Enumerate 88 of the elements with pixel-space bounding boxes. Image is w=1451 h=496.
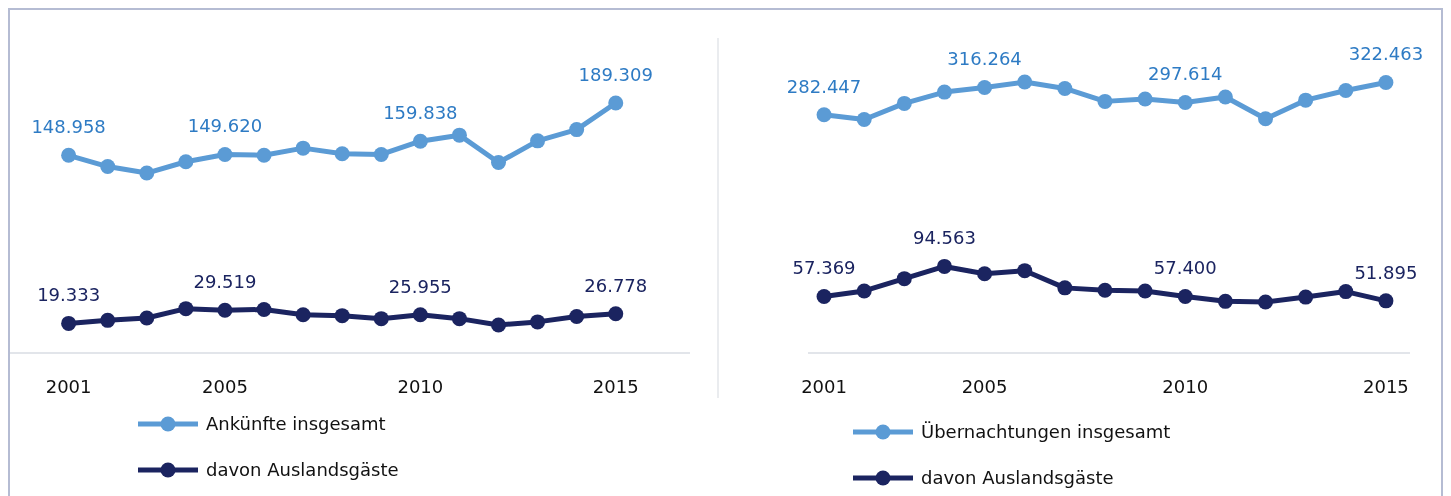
point <box>100 159 116 175</box>
data-label: 282.447 <box>786 75 862 97</box>
point <box>569 308 585 324</box>
point <box>256 147 272 163</box>
point <box>936 258 952 274</box>
data-label: 148.958 <box>31 116 106 138</box>
point <box>1258 294 1274 310</box>
point <box>295 307 311 323</box>
point <box>1338 82 1354 98</box>
point <box>608 306 624 322</box>
point <box>334 308 350 324</box>
point <box>1217 89 1233 105</box>
point <box>1378 74 1394 90</box>
data-label: 51.895 <box>1354 261 1418 283</box>
point <box>61 315 77 331</box>
point <box>1137 283 1153 299</box>
data-label: 94.563 <box>912 227 976 249</box>
data-label: 26.778 <box>584 274 648 296</box>
data-label: 297.614 <box>1148 63 1223 85</box>
point <box>1097 282 1113 298</box>
point <box>896 271 912 287</box>
point <box>977 79 993 95</box>
point <box>178 154 194 170</box>
point <box>896 95 912 111</box>
point <box>1017 263 1033 279</box>
data-label: 25.955 <box>388 275 452 297</box>
x-tick-label: 2015 <box>1363 376 1409 397</box>
point <box>1338 284 1354 300</box>
point <box>334 146 350 162</box>
point <box>1137 91 1153 107</box>
point <box>139 165 155 181</box>
point <box>569 122 585 138</box>
data-label: 159.838 <box>383 102 458 124</box>
point <box>1298 92 1314 108</box>
point <box>178 301 194 317</box>
data-label: 29.519 <box>193 271 257 293</box>
x-tick-label: 2005 <box>961 376 1008 397</box>
point <box>856 112 872 128</box>
legend-label: davon Auslandsgäste <box>206 459 399 480</box>
point <box>608 95 624 111</box>
point <box>100 312 116 328</box>
point <box>936 84 952 100</box>
point <box>451 127 467 143</box>
point <box>1217 293 1233 309</box>
point <box>61 147 77 163</box>
x-tick-label: 2005 <box>202 376 248 397</box>
legend-label: davon Auslandsgäste <box>921 467 1114 488</box>
data-label: 19.333 <box>37 284 101 306</box>
point <box>373 311 389 327</box>
x-tick-label: 2010 <box>1162 376 1209 397</box>
point <box>856 283 872 299</box>
data-label: 57.400 <box>1153 257 1217 279</box>
point <box>1177 288 1193 304</box>
x-tick-label: 2001 <box>45 376 92 397</box>
data-label: 316.264 <box>947 48 1022 70</box>
point <box>1378 293 1394 309</box>
point <box>256 301 272 317</box>
legend-label: Übernachtungen insgesamt <box>921 421 1171 442</box>
point <box>1177 95 1193 110</box>
point <box>1258 111 1274 127</box>
point <box>977 266 993 282</box>
point <box>816 107 832 123</box>
point <box>1057 280 1073 296</box>
point <box>530 314 546 330</box>
point <box>412 307 428 323</box>
point <box>451 311 467 327</box>
data-label: 149.620 <box>187 115 263 137</box>
point <box>1017 74 1033 90</box>
data-label: 322.463 <box>1348 43 1424 65</box>
legend-label: Ankünfte insgesamt <box>206 413 386 434</box>
point <box>217 302 233 318</box>
point <box>295 140 311 156</box>
x-tick-label: 2001 <box>801 376 847 397</box>
point <box>491 317 507 333</box>
point <box>139 310 155 326</box>
point <box>491 155 507 171</box>
point <box>530 133 546 149</box>
point <box>1057 80 1073 96</box>
point <box>1298 289 1314 305</box>
point <box>412 133 428 149</box>
point <box>217 146 233 162</box>
x-tick-label: 2015 <box>592 376 639 397</box>
x-tick-label: 2010 <box>397 376 444 397</box>
point <box>373 146 389 162</box>
point <box>816 288 832 304</box>
point <box>1097 93 1113 109</box>
data-label: 57.369 <box>792 257 856 279</box>
data-label: 189.309 <box>578 64 653 85</box>
